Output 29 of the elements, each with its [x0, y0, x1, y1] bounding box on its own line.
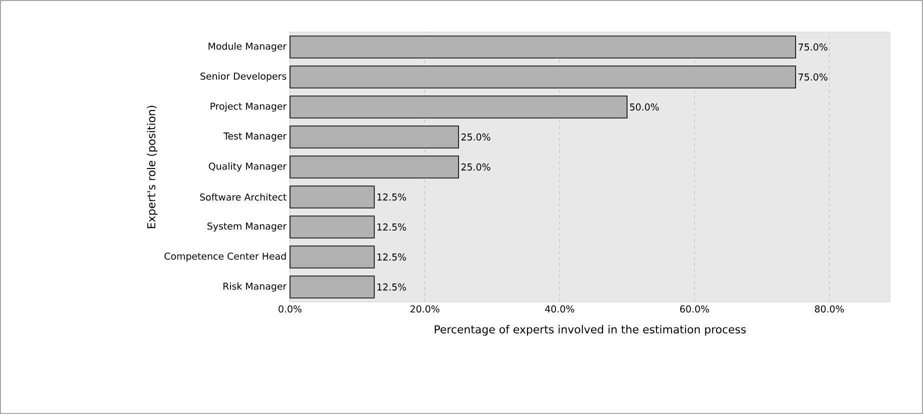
y-axis-title: Expert's role (position) [146, 106, 158, 228]
bar [290, 276, 375, 298]
y-tick-label: Project Manager [210, 102, 287, 112]
y-tick-label: Quality Manager [208, 162, 287, 172]
data-label: 75.0% [798, 73, 828, 81]
y-tick-label: Risk Manager [223, 282, 287, 292]
x-tick-label: 0.0% [278, 305, 302, 313]
x-tick-label: 80.0% [814, 305, 844, 313]
bar [290, 246, 375, 268]
data-label: 25.0% [461, 133, 490, 141]
bar [290, 216, 375, 238]
data-label: 75.0% [798, 43, 828, 51]
data-label: 12.5% [378, 223, 406, 231]
data-label: 12.5% [378, 283, 406, 291]
data-label: 12.5% [378, 193, 406, 201]
bar [290, 186, 375, 208]
data-label: 25.0% [461, 163, 490, 171]
y-tick-label: System Manager [207, 222, 287, 232]
y-tick-label: Test Manager [223, 132, 287, 142]
x-tick-label: 20.0% [410, 305, 440, 313]
x-axis-title: Percentage of experts involved in the estimation process [434, 325, 746, 336]
x-tick-label: 60.0% [680, 305, 710, 313]
data-label: 12.5% [378, 253, 406, 261]
y-tick-label: Software Architect [200, 193, 286, 201]
x-tick-label: 40.0% [545, 305, 574, 313]
y-tick-label: Competence Center Head [164, 252, 286, 262]
y-tick-label: Module Manager [208, 42, 287, 52]
y-tick-label: Senior Developers [200, 72, 286, 82]
data-label: 50.0% [630, 103, 659, 111]
